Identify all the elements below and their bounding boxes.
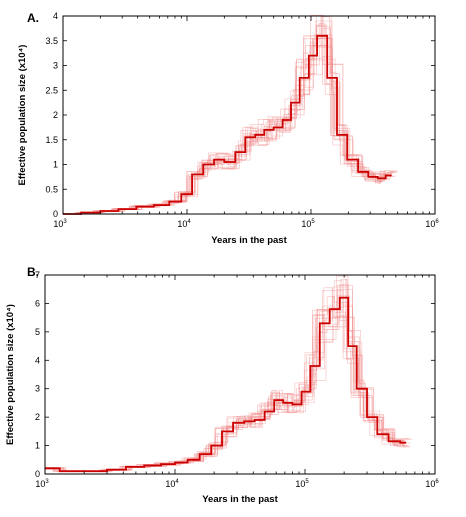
panel-b-bootstrap-line — [45, 304, 411, 472]
panel-b-bootstrap-line — [45, 295, 409, 472]
x-tick-label: 103 — [35, 479, 49, 489]
panel-b-x-ticks: 103 104 105 106 — [35, 275, 439, 489]
y-tick-label: 7 — [35, 270, 40, 280]
x-tick-label: 105 — [301, 219, 315, 229]
panel-a-bootstrap-line — [63, 20, 397, 215]
panel-a-bootstrap-line — [63, 24, 391, 215]
panel-a: A. 103 104 105 106 0 0.5 1 1.5 2 2.5 3 3.5 4 Years … — [17, 11, 439, 246]
y-tick-label: 1 — [53, 160, 58, 170]
y-tick-label: 3 — [35, 384, 40, 394]
y-tick-label: 3 — [53, 61, 58, 71]
panel-b-main-line — [45, 296, 407, 473]
y-tick-label: 3.5 — [45, 36, 58, 46]
panel-a-bootstrap-line — [63, 26, 391, 215]
x-tick-label: 103 — [53, 219, 67, 229]
y-tick-label: 0 — [53, 209, 58, 219]
panel-a-y-ticks: 0 0.5 1 1.5 2 2.5 3 3.5 4 — [45, 11, 435, 219]
x-tick-label: 106 — [425, 479, 439, 489]
x-tick-label: 106 — [425, 219, 439, 229]
y-tick-label: 5 — [35, 327, 40, 337]
y-tick-label: 0.5 — [45, 184, 58, 194]
panel-a-x-axis-label: Years in the past — [211, 235, 287, 246]
panel-a-bootstrap-line — [63, 56, 386, 215]
panel-b-plot-frame — [44, 274, 436, 475]
y-tick-label: 2 — [35, 412, 40, 422]
y-tick-label: 2.5 — [45, 85, 58, 95]
y-tick-label: 4 — [35, 355, 40, 365]
x-tick-label: 104 — [165, 479, 179, 489]
panel-a-x-ticks: 103 104 105 106 — [53, 16, 439, 229]
x-tick-label: 105 — [295, 479, 309, 489]
panel-b-bootstrap-line — [45, 287, 405, 472]
x-tick-label: 104 — [177, 219, 191, 229]
panel-a-bootstrap-line — [63, 23, 388, 215]
panel-a-bootstrap-line — [63, 16, 390, 215]
panel-b-x-axis-label: Years in the past — [202, 494, 278, 505]
panel-a-bootstrap-lines — [63, 14, 398, 215]
y-tick-label: 2 — [53, 110, 58, 120]
panel-a-bootstrap-line — [63, 15, 391, 215]
y-tick-label: 6 — [35, 298, 40, 308]
panel-b-y-axis-label: Effective population size (x10⁴) — [5, 304, 16, 445]
panel-a-bootstrap-line — [63, 15, 398, 215]
panel-label-b: B. — [27, 265, 39, 279]
y-tick-label: 4 — [53, 11, 58, 21]
panel-a-bootstrap-line — [63, 28, 396, 215]
panel-label-a: A. — [27, 11, 39, 25]
panel-a-plot-frame — [62, 15, 436, 215]
panel-a-main-line — [63, 34, 392, 215]
panel-a-bootstrap-line — [63, 14, 394, 215]
panel-b: B. 103 104 105 106 0 1 2 3 4 5 6 7 Years in the pa… — [5, 265, 439, 505]
y-tick-label: 0 — [35, 469, 40, 479]
panel-a-y-axis-label: Effective population size (x10⁴) — [17, 45, 28, 186]
panel-b-y-ticks: 0 1 2 3 4 5 6 7 — [35, 270, 435, 479]
y-tick-label: 1.5 — [45, 135, 58, 145]
y-tick-label: 1 — [35, 441, 40, 451]
